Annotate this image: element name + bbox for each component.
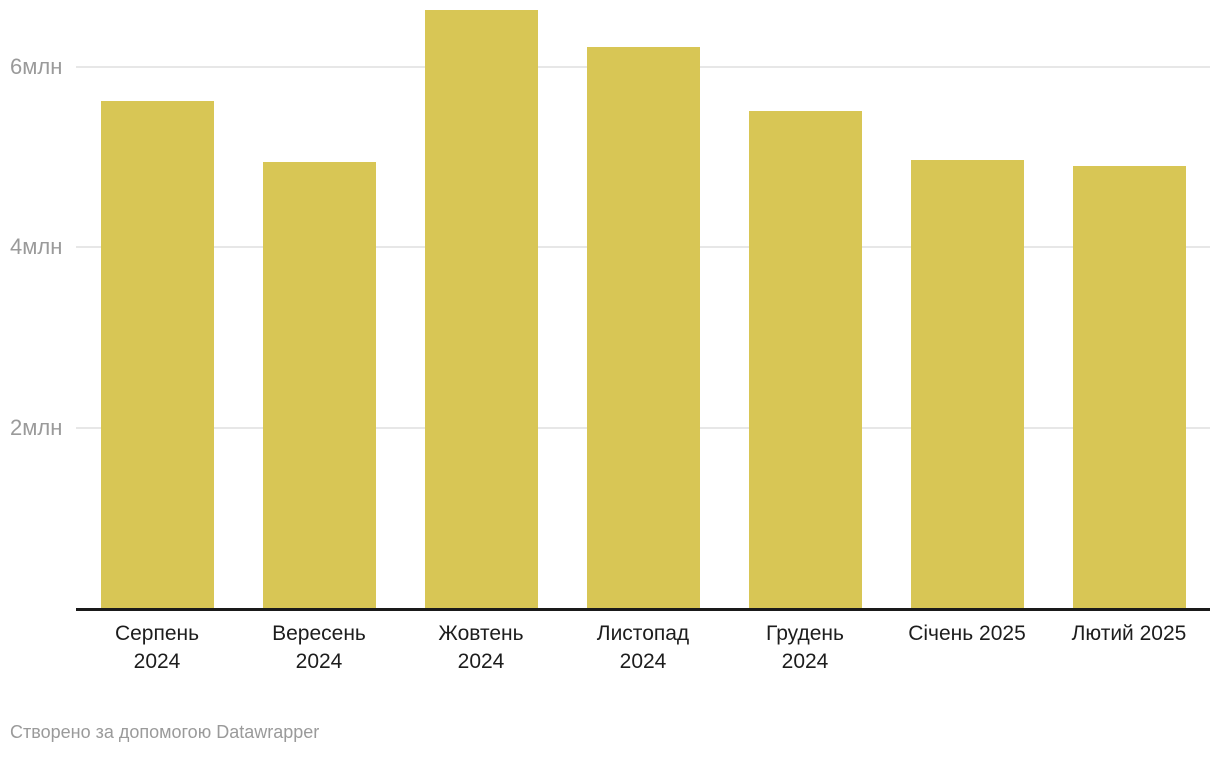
- x-tick-label-line: 2024: [133, 650, 181, 673]
- x-tick-label-line: 2024: [457, 650, 505, 673]
- x-tick-label: Серпень 2024: [76, 620, 238, 676]
- bar[interactable]: [587, 47, 700, 608]
- x-tick-label-line: 2024: [295, 650, 343, 673]
- bar[interactable]: [749, 111, 862, 608]
- x-tick-label: Січень 2025: [886, 620, 1048, 648]
- x-tick-label: Листопад 2024: [562, 620, 724, 676]
- x-tick-label-line: 2024: [619, 650, 667, 673]
- x-tick-label-line: Серпень: [114, 622, 200, 645]
- bar[interactable]: [101, 101, 214, 608]
- x-tick-label: Грудень 2024: [724, 620, 886, 676]
- y-tick-label: 4млн: [10, 234, 63, 260]
- x-tick-label-line: Листопад: [596, 622, 690, 645]
- y-tick-label: 6млн: [10, 53, 63, 79]
- x-tick-label: Вересень 2024: [238, 620, 400, 676]
- y-tick-label: 2млн: [10, 414, 63, 440]
- x-tick-label-line: Вересень: [272, 622, 366, 645]
- x-axis-line: [76, 608, 1210, 611]
- x-tick-label: Жовтень 2024: [400, 620, 562, 676]
- x-tick-label-line: Лютий 2025: [1071, 622, 1187, 645]
- x-tick-label-line: 2024: [781, 650, 829, 673]
- bar[interactable]: [1073, 166, 1186, 608]
- x-tick-label-line: Жовтень: [438, 622, 524, 645]
- x-tick-label-line: Грудень: [766, 622, 844, 645]
- x-tick-label-line: Січень 2025: [908, 622, 1026, 645]
- bar[interactable]: [425, 10, 538, 608]
- bar[interactable]: [911, 160, 1024, 608]
- attribution: Створено за допомогою Datawrapper: [10, 722, 320, 742]
- bar[interactable]: [263, 162, 376, 608]
- x-tick-label: Лютий 2025: [1048, 620, 1210, 648]
